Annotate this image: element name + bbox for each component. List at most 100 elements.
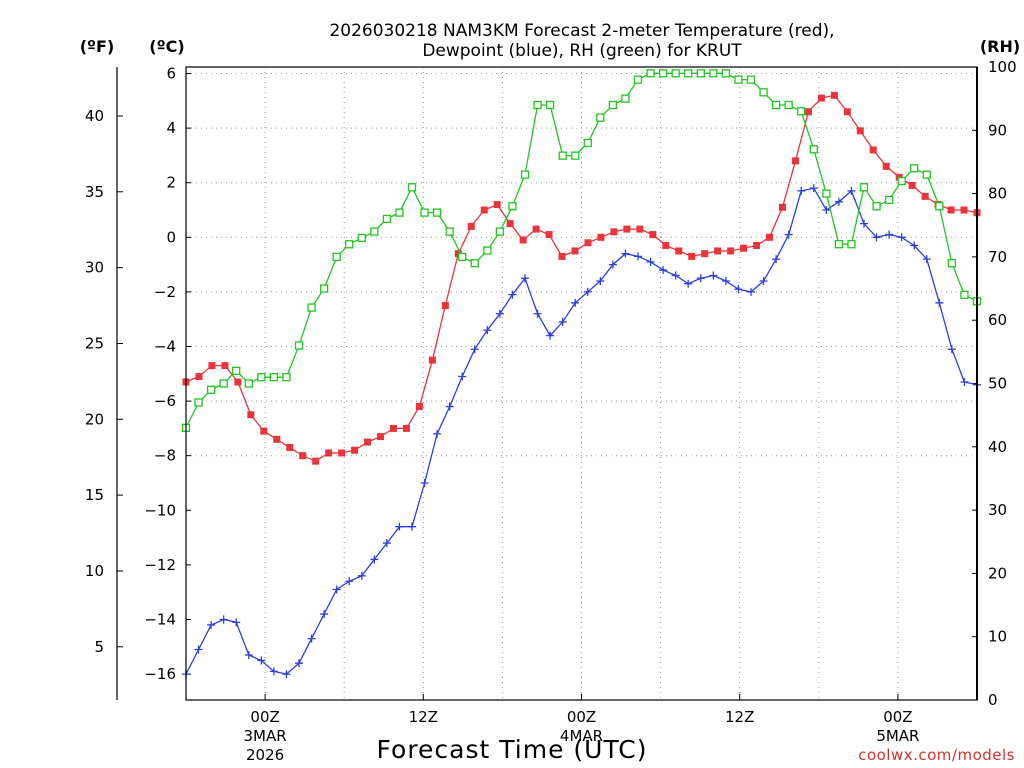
rh-tick-label: 80 <box>988 185 1007 203</box>
rh-point <box>884 195 894 205</box>
axes: 6420−2−4−6−8−10−12−14−164035302520151051… <box>85 58 1017 764</box>
temperature-point <box>428 356 436 364</box>
temperature-point <box>338 449 346 457</box>
temperature-point <box>688 252 696 260</box>
dewpoint-point <box>408 522 416 531</box>
rh-point <box>658 69 668 78</box>
x-tick-date-label: 3MAR <box>244 727 287 745</box>
temperature-point <box>662 241 670 249</box>
dewpoint-point <box>910 241 919 250</box>
x-tick-date-label: 4MAR <box>560 727 603 745</box>
rh-point <box>194 398 203 407</box>
celsius-tick-label: −10 <box>144 501 176 519</box>
rh-point <box>633 75 643 84</box>
dewpoint-point <box>885 230 894 239</box>
fahrenheit-tick-label: 20 <box>85 410 104 428</box>
temperature-point <box>610 228 618 236</box>
rh-point <box>432 208 442 217</box>
rh-tick-label: 100 <box>988 58 1017 76</box>
rh-point <box>558 151 567 160</box>
dewpoint-point <box>834 197 843 206</box>
dewpoint-point <box>521 274 529 283</box>
dewpoint-point <box>533 309 542 318</box>
dewpoint-point <box>370 555 379 564</box>
rh-point <box>696 69 705 78</box>
x-tick-label: 12Z <box>409 708 438 726</box>
dewpoint-point <box>420 479 429 487</box>
temperature-point <box>299 452 307 460</box>
fahrenheit-tick-label: 5 <box>94 638 104 656</box>
rh-tick-label: 90 <box>988 121 1007 139</box>
rh-tick-label: 30 <box>988 501 1007 519</box>
rh-point <box>282 373 291 382</box>
x-tick-label: 00Z <box>883 708 912 726</box>
rh-tick-label: 60 <box>988 311 1007 329</box>
temperature-point <box>571 247 579 255</box>
celsius-tick-label: 6 <box>166 65 176 83</box>
temperature-point <box>325 449 333 457</box>
dewpoint-point <box>671 271 680 280</box>
rh-point <box>206 385 216 394</box>
dewpoint-point <box>470 345 479 354</box>
x-tick-date-label: 5MAR <box>876 727 919 745</box>
rh-point <box>420 208 429 217</box>
dewpoint-point <box>935 298 944 307</box>
temperature-point <box>791 157 799 165</box>
rh-point <box>859 183 869 192</box>
dewpoint-point <box>219 615 228 624</box>
x-tick-year-label: 2026 <box>246 746 284 764</box>
dewpoint-point <box>295 659 303 668</box>
rh-point <box>219 379 228 388</box>
temperature-point <box>558 252 566 260</box>
temperature-point <box>649 231 657 239</box>
celsius-tick-label: 0 <box>166 228 176 246</box>
dewpoint-point <box>395 522 404 531</box>
temperature-point <box>221 362 229 370</box>
fahrenheit-tick-label: 15 <box>85 486 104 504</box>
dewpoint-point <box>244 650 253 659</box>
rh-point <box>520 170 530 179</box>
temperature-point <box>778 203 786 211</box>
dewpoint-line <box>185 187 978 675</box>
dewpoint-point <box>508 290 517 299</box>
dewpoint-point <box>960 377 969 386</box>
dewpoint-point <box>772 255 781 264</box>
dewpoint-point <box>232 618 241 627</box>
rh-tick-label: 50 <box>988 375 1007 393</box>
fahrenheit-tick-label: 30 <box>85 259 104 277</box>
temperature-point <box>960 206 968 214</box>
temperature-point <box>830 91 838 99</box>
dewpoint-point <box>696 274 705 283</box>
fahrenheit-tick-label: 25 <box>85 334 104 352</box>
rh-point <box>960 290 969 300</box>
rh-point <box>797 107 806 116</box>
x-tick-label: 00Z <box>250 708 279 726</box>
chart-title-line1: 2026030218 NAM3KM Forecast 2-meter Tempe… <box>329 21 834 41</box>
rh-point <box>495 227 505 236</box>
temperature-point <box>351 446 359 454</box>
rh-point <box>771 100 781 110</box>
temperature-point <box>402 424 410 432</box>
rh-series <box>181 69 982 432</box>
x-axis-title: Forecast Time (UTC) <box>377 735 648 764</box>
dewpoint-point <box>345 577 354 586</box>
celsius-tick-label: −16 <box>144 665 176 683</box>
temperature-point <box>312 457 320 465</box>
dewpoint-point <box>797 186 806 195</box>
temperature-point <box>675 247 683 255</box>
dewpoint-point <box>445 402 454 411</box>
temperature-point <box>247 411 255 419</box>
celsius-tick-label: −8 <box>154 447 176 465</box>
dewpoint-point <box>382 539 391 548</box>
temperature-point <box>260 427 268 435</box>
rh-point <box>370 227 379 236</box>
temperature-point <box>195 373 203 381</box>
dewpoint-point <box>897 233 906 242</box>
dewpoint-point <box>495 309 504 318</box>
dewpoint-point <box>646 257 655 266</box>
celsius-tick-label: 4 <box>166 119 176 137</box>
dewpoint-point <box>684 279 693 288</box>
celsius-tick-label: −4 <box>154 338 176 356</box>
temperature-point <box>234 378 242 386</box>
